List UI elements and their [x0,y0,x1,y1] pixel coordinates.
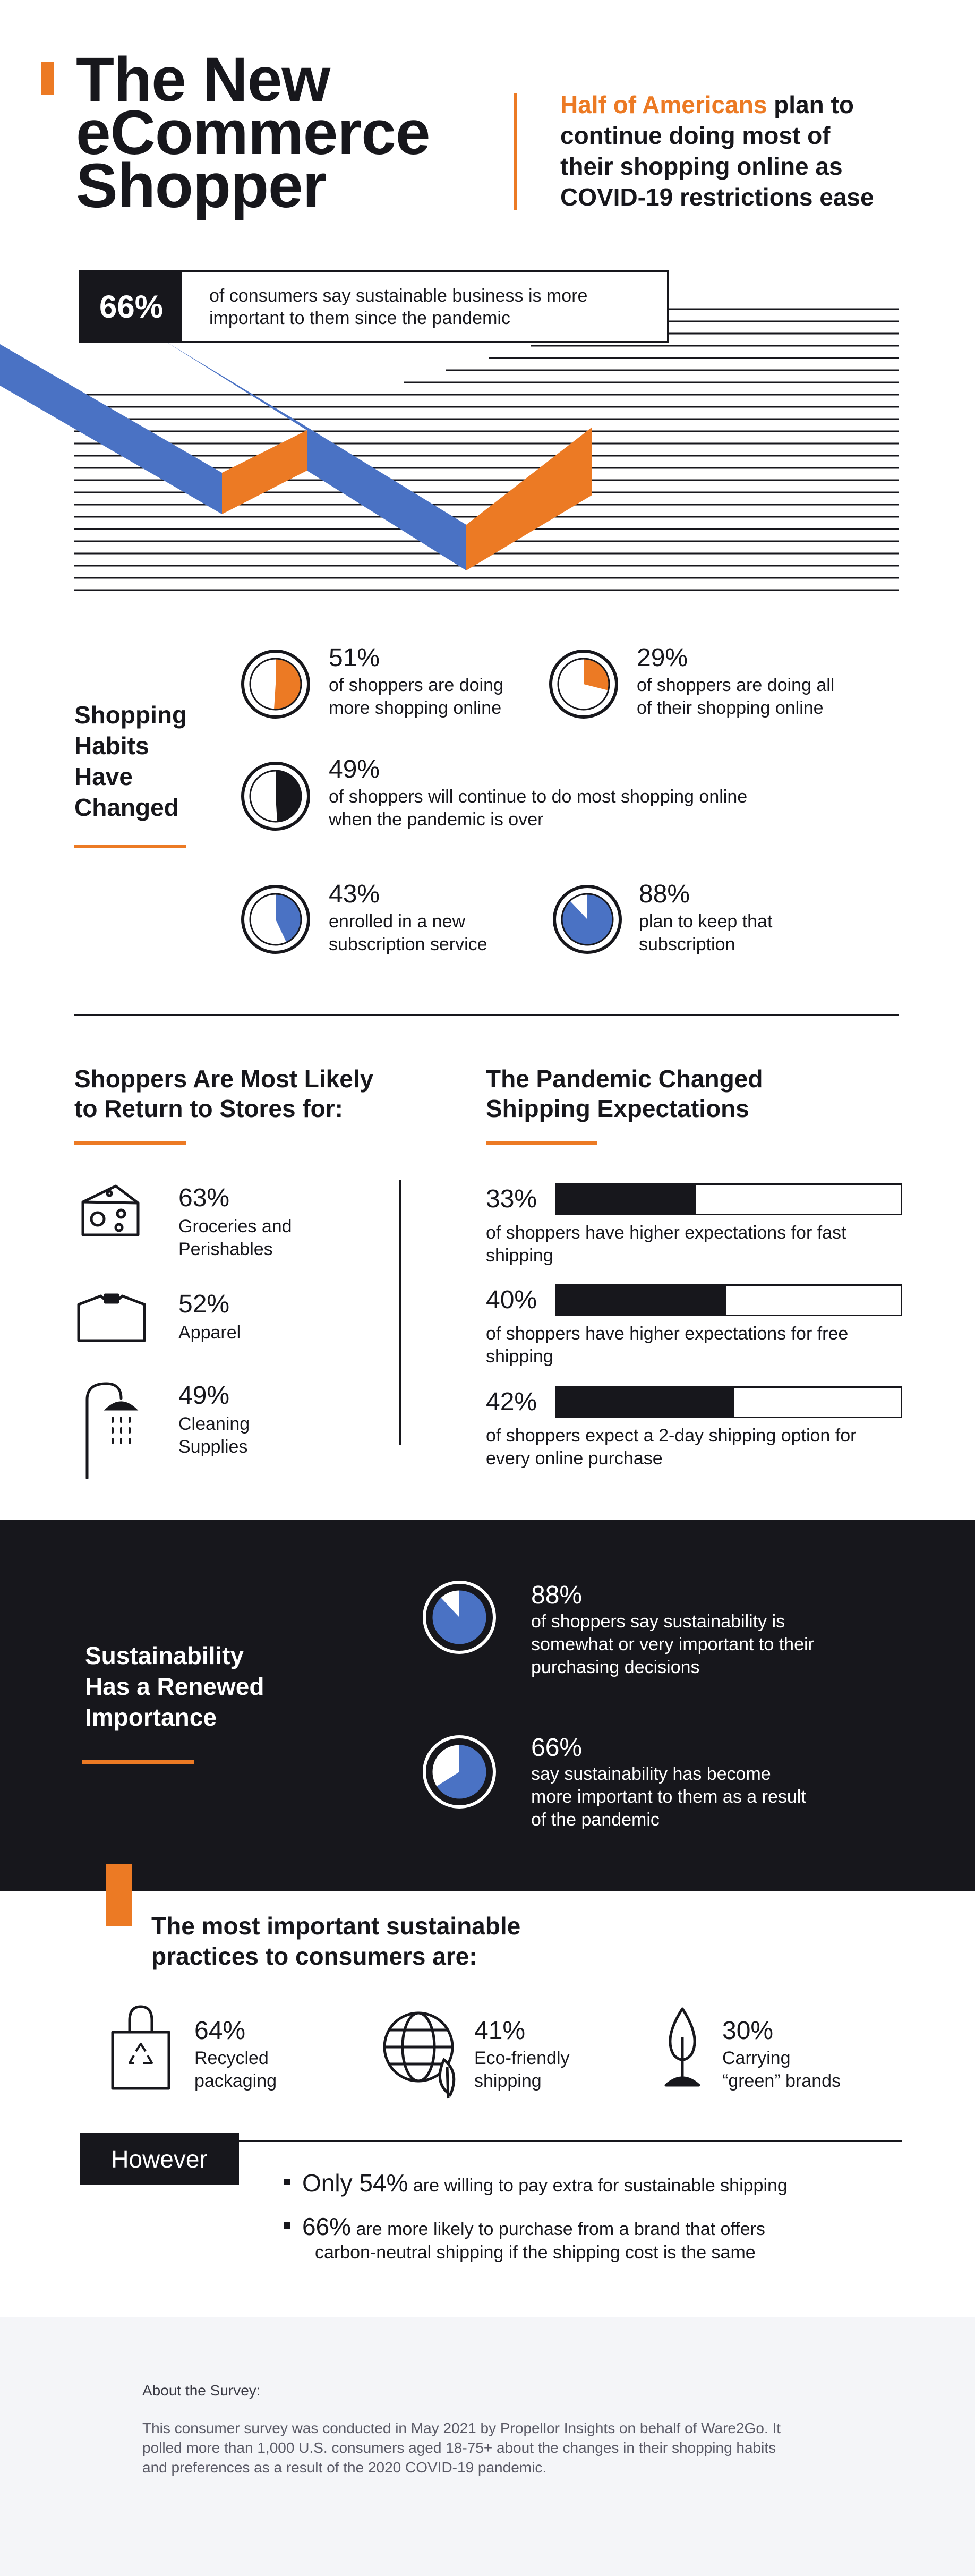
pie-chart-icon [241,650,310,719]
recycle-bag-icon [111,2005,170,2090]
however-bullet: 66% are more likely to purchase from a b… [284,2214,765,2264]
pie-chart-icon [241,885,310,954]
shirt-icon [77,1293,146,1342]
footer: About the Survey: This consumer survey w… [0,2317,975,2576]
pie-chart-icon [549,650,618,719]
habit-stat-text: 29% of shoppers are doing all of their s… [637,644,835,719]
practices-heading: The most important sustainable practices… [151,1912,521,1970]
title-accent-bar [41,62,54,95]
stores-heading: Shoppers Are Most Likely to Return to St… [74,1065,374,1122]
sustainability-stat-text: 88% of shoppers say sustainability is so… [531,1581,814,1678]
however-label: However [80,2133,239,2185]
shipping-item: 40% of shoppers have higher expectations… [486,1284,903,1368]
store-item: 52% Apparel [178,1290,241,1343]
pie-slice [584,659,609,690]
sustainability-stat [422,1580,497,1654]
progress-bar-fill [557,1185,697,1214]
subtitle-divider [514,93,517,210]
habit-stat [241,649,311,719]
pie-chart-icon [241,762,310,831]
shipping-item: 42% of shoppers expect a 2-day shipping … [486,1386,903,1470]
cheese-icon [81,1184,140,1236]
shipping-heading-underline [486,1141,597,1145]
pie-slice [432,1590,487,1645]
hero-graphic [0,308,899,591]
progress-bar [555,1284,902,1316]
habit-stat [241,884,311,954]
footer-text: This consumer survey was conducted in Ma… [142,2420,781,2476]
page-subtitle: Half of Americans plan to continue doing… [560,91,874,211]
practice-item: 41% Eco-friendly shipping [474,2017,570,2092]
hero-ribbon [0,341,592,570]
pie-slice [273,659,301,710]
progress-bar [555,1386,902,1418]
page-title: The New eCommerce Shopper [76,45,431,221]
pie-slice [436,1744,487,1799]
store-item: 63% Groceries and Perishables [178,1184,292,1260]
habits-heading: Shopping Habits Have Changed [74,701,187,821]
section-divider [74,1014,899,1016]
hero-stat-box: 66% of consumers say sustainable busines… [79,270,669,343]
sustainability-heading-underline [82,1760,194,1764]
stores-heading-underline [74,1141,186,1145]
habit-stat-text: 43% enrolled in a new subscription servi… [329,880,488,955]
habit-stat [549,649,619,719]
pie-slice [562,894,613,945]
pie-chart-icon [553,885,622,954]
globe-leaf-icon [383,2011,456,2099]
sprout-icon [664,2007,700,2087]
store-item: 49% Cleaning Supplies [178,1381,250,1457]
habit-stat-text: 51% of shoppers are doing more shopping … [329,644,503,719]
pie-chart-icon [423,1735,496,1809]
habits-heading-underline [74,845,186,848]
habit-stat-text: 49% of shoppers will continue to do most… [329,755,748,830]
sustainability-stat-text: 66% say sustainability has become more i… [531,1734,806,1830]
sustainability-stat [422,1735,497,1809]
sustainability-section: Sustainability Has a Renewed Importance … [0,1520,975,1891]
pie-slice [276,894,301,943]
shipping-item: 33% of shoppers have higher expectations… [486,1183,903,1267]
column-divider [399,1180,401,1445]
pie-chart-icon [423,1581,496,1654]
habit-stat [241,761,311,831]
sustainability-heading: Sustainability Has a Renewed Importance [85,1642,264,1731]
practice-item: 64% Recycled packaging [194,2017,277,2092]
pie-slice [276,771,302,822]
however-bullet: Only 54% are willing to pay extra for su… [284,2170,788,2198]
however-divider [80,2140,902,2142]
progress-bar [555,1183,902,1215]
practices-accent-bar [106,1864,132,1926]
progress-bar-fill [557,1286,726,1315]
shipping-heading: The Pandemic Changed Shipping Expectatio… [486,1065,763,1122]
practice-item: 30% Carrying “green” brands [722,2017,841,2092]
progress-bar-fill [557,1388,734,1417]
habit-stat [552,884,622,954]
subtitle-highlight: Half of Americans [560,91,767,118]
footer-heading: About the Survey: [142,2382,261,2399]
hero-stat-text: of consumers say sustainable business is… [209,286,588,328]
hero-stat-value: 66% [81,272,182,341]
shower-icon [85,1382,139,1479]
bullet-marker [284,2179,290,2186]
habit-stat-text: 88% plan to keep that subscription [639,880,773,955]
bullet-marker [284,2222,290,2229]
